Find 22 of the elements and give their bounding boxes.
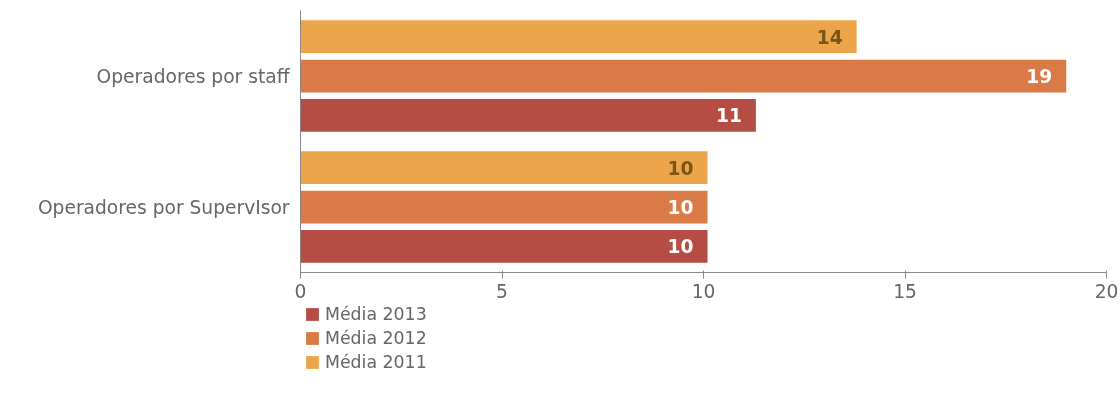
bar (300, 190, 708, 224)
data-label: 10 (667, 236, 694, 258)
data-label: 10 (667, 197, 694, 218)
bar (300, 20, 857, 54)
legend-label: Média 2013 (325, 304, 427, 324)
x-tick-label: 0 (294, 280, 307, 302)
data-label: 11 (715, 105, 742, 127)
bar (300, 59, 1067, 93)
y-tick-label: Operadores por SupervIsor (37, 196, 290, 218)
data-label: 19 (1026, 66, 1053, 87)
x-tick-label: 15 (893, 280, 917, 302)
bar (300, 98, 756, 132)
x-tick-label: 20 (1094, 280, 1119, 302)
legend-label: Média 2012 (325, 328, 427, 348)
data-label: 10 (667, 157, 694, 179)
y-tick-label: Operadores por staff (96, 65, 291, 87)
bar (300, 229, 708, 263)
x-tick-label: 5 (496, 280, 508, 302)
x-tick-label: 10 (691, 280, 716, 302)
legend-label: Média 2011 (325, 352, 427, 372)
data-label: 14 (816, 26, 843, 48)
bar (300, 151, 708, 185)
